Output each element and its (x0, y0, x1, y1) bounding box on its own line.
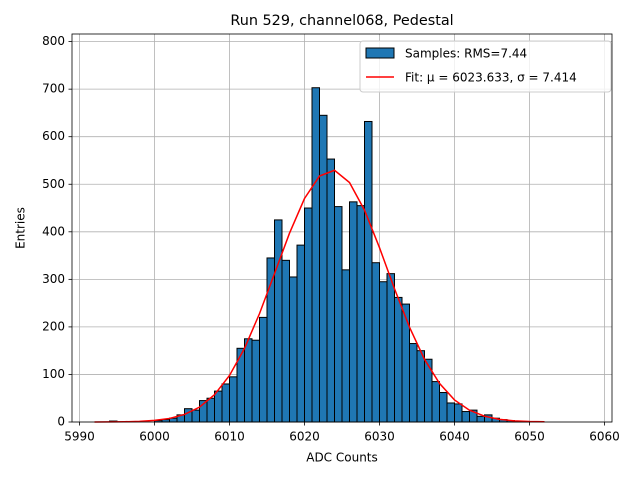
histogram-bar (461, 411, 470, 423)
fit-line (94, 169, 545, 423)
histogram-bar (259, 316, 268, 423)
x-tick-label: 5990 (64, 430, 95, 444)
histogram-bar (296, 244, 305, 423)
y-tick-label: 800 (42, 34, 65, 48)
histogram-bar (221, 383, 230, 423)
histogram-bar (356, 205, 365, 423)
histogram-bar (229, 376, 238, 423)
y-tick-label: 400 (42, 224, 65, 238)
x-tick-label: 6050 (514, 430, 545, 444)
x-tick-label: 6020 (289, 430, 320, 444)
histogram-bar (439, 392, 448, 423)
histogram-bar (214, 390, 223, 423)
histogram-bar (416, 350, 425, 423)
histogram-bar (281, 259, 290, 423)
x-tick-label: 6010 (214, 430, 245, 444)
y-tick-label: 300 (42, 272, 65, 286)
ticks: 5990 6000 6010 6020 6030 6040 6050 6060 0 100 200 3… (42, 34, 620, 443)
histogram-bar (364, 120, 373, 423)
histogram-bar (371, 262, 380, 423)
legend-swatch (365, 47, 395, 59)
histogram-bar (446, 402, 455, 423)
x-tick-label: 6030 (364, 430, 395, 444)
histogram-bar (319, 114, 328, 423)
y-tick-label: 500 (42, 177, 65, 191)
histogram-bar (394, 296, 403, 423)
chart-title: Run 529, channel068, Pedestal (230, 13, 453, 29)
legend-box (359, 40, 612, 93)
legend: Samples: RMS=7.44 Fit: μ = 6023.633, σ = … (359, 40, 612, 93)
y-tick-label: 200 (42, 319, 65, 333)
histogram-bar (206, 397, 215, 423)
histogram-bar (251, 339, 260, 423)
histogram-bar (341, 269, 350, 423)
histogram-bar (476, 415, 485, 423)
histogram-bar (304, 207, 313, 423)
y-tick-label: 0 (57, 415, 65, 429)
histogram-bar (409, 343, 418, 423)
histogram-bar (326, 158, 335, 423)
histogram-bar (244, 338, 253, 423)
histogram-bar (431, 381, 440, 423)
histogram-bar (289, 276, 298, 423)
y-tick-label: 700 (42, 82, 65, 96)
x-tick-label: 6060 (589, 430, 620, 444)
histogram-bar (454, 403, 463, 423)
y-axis-label: Entries (14, 207, 28, 249)
histogram-bar (349, 201, 358, 423)
y-tick-label: 600 (42, 129, 65, 143)
histogram-bar (191, 409, 200, 423)
y-tick-label: 100 (42, 367, 65, 381)
x-tick-label: 6040 (439, 430, 470, 444)
legend-label: Samples: RMS=7.44 (405, 47, 527, 61)
histogram-bar (379, 281, 388, 423)
x-tick-label: 6000 (139, 430, 170, 444)
axes-frame (71, 33, 613, 423)
histogram-bar (334, 206, 343, 423)
plot-area (94, 87, 545, 423)
legend-label: Fit: μ = 6023.633, σ = 7.414 (405, 71, 577, 85)
histogram-bar (274, 219, 283, 423)
x-axis-label: ADC Counts (306, 451, 378, 465)
histogram-bar (386, 273, 395, 423)
histogram-bar (401, 303, 410, 423)
histogram-bar (311, 87, 320, 423)
